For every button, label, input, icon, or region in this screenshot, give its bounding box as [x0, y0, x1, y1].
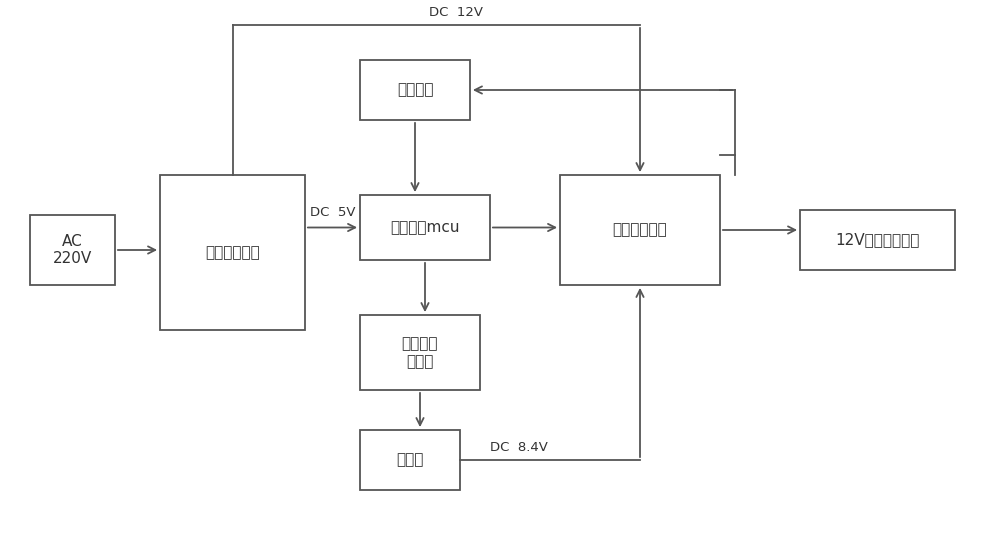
Bar [360, 60, 470, 120]
Text: 驱动电源模块: 驱动电源模块 [205, 245, 260, 260]
Bar [800, 210, 955, 270]
Bar [560, 175, 720, 285]
Text: 电池充放
电模块: 电池充放 电模块 [402, 336, 438, 369]
Text: 12V直流无刷电机: 12V直流无刷电机 [835, 233, 920, 248]
Bar [30, 215, 115, 285]
Text: AC
220V: AC 220V [53, 234, 92, 266]
Bar [360, 430, 460, 490]
Bar [160, 175, 305, 330]
Bar [360, 315, 480, 390]
Text: DC  8.4V: DC 8.4V [490, 441, 548, 454]
Text: 电机驱动模块: 电机驱动模块 [613, 222, 667, 237]
Text: DC  5V: DC 5V [310, 206, 355, 220]
Text: 信号检测: 信号检测 [397, 83, 433, 98]
Text: DC  12V: DC 12V [429, 6, 483, 19]
Bar [360, 195, 490, 260]
Text: 锂电池: 锂电池 [396, 452, 424, 467]
Text: 控制模块mcu: 控制模块mcu [390, 220, 460, 235]
